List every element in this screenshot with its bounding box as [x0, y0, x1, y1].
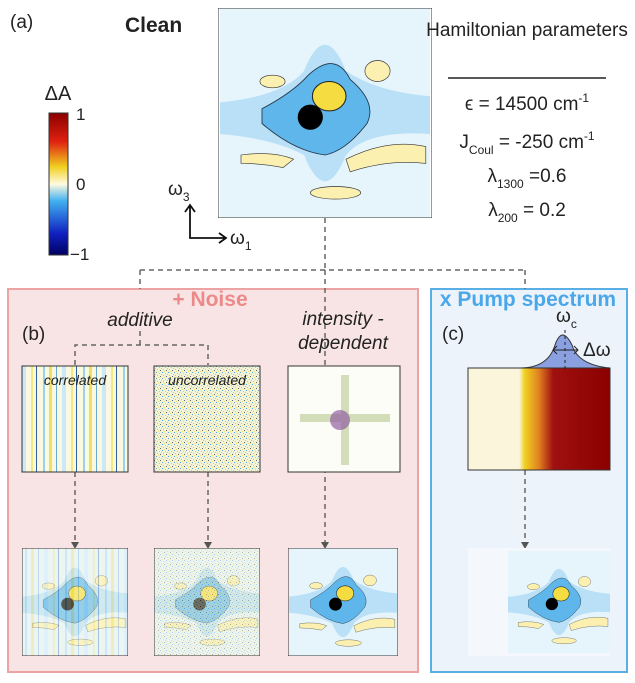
- text-part: 200: [498, 211, 518, 225]
- pump-image: [468, 368, 610, 470]
- panel-header: x Pump spectrum: [440, 288, 616, 311]
- text-part: intensity -: [302, 309, 383, 330]
- text-part: ω: [556, 306, 571, 327]
- params-header: Hamiltonian parameters: [426, 20, 628, 41]
- noisy-spectrum: [22, 548, 128, 656]
- text-part: dependent: [298, 333, 389, 354]
- title: Clean: [125, 14, 182, 37]
- colorbar-tick: 1: [76, 105, 85, 124]
- caption: additive: [107, 310, 173, 331]
- image-label: correlated: [44, 372, 107, 388]
- text-part: -1: [578, 91, 589, 105]
- text-part: 1: [245, 239, 252, 253]
- delta-omega: Δω: [583, 340, 611, 361]
- noisy-spectrum: [154, 548, 260, 656]
- colorbar: [49, 113, 68, 255]
- text-part: ω: [168, 179, 183, 200]
- text-part: ϵ = 14500 cm: [465, 94, 579, 115]
- figure: (a) Clean Hamiltonian parameters ϵ = 145…: [0, 0, 635, 678]
- filtered-spectrum: [468, 548, 610, 656]
- colorbar-tick: 0: [76, 175, 85, 194]
- param: JCoul = -250 cm-1: [459, 129, 594, 157]
- text-part: Coul: [469, 143, 494, 157]
- image-label: uncorrelated: [168, 372, 247, 388]
- text-part: λ: [488, 200, 498, 221]
- text-part: J: [459, 132, 469, 153]
- text-part: 3: [183, 190, 190, 204]
- param: λ200 = 0.2: [488, 200, 566, 225]
- axis-label: ω1: [230, 228, 252, 253]
- text-part: = 0.2: [518, 200, 566, 221]
- text-part: =0.6: [524, 166, 567, 187]
- noisy-spectrum: [288, 548, 398, 656]
- text-part: = -250 cm: [494, 132, 584, 153]
- panel-label: (a): [10, 12, 33, 33]
- param: ϵ = 14500 cm-1: [465, 91, 589, 115]
- axis-label: ω3: [168, 179, 190, 204]
- text-part: Hamiltonian parameters: [426, 20, 628, 41]
- text-part: 1300: [497, 177, 524, 191]
- colorbar-title: ΔA: [45, 83, 72, 105]
- panel-label: (b): [22, 324, 45, 345]
- clean-spectrum: [218, 8, 432, 218]
- text-part: ω: [230, 228, 245, 249]
- text-part: -1: [584, 129, 595, 143]
- axes-arrows: [185, 205, 226, 243]
- intensity-noise: [288, 366, 400, 472]
- text-part: λ: [488, 166, 498, 187]
- panel-header: + Noise: [172, 288, 247, 311]
- text-part: c: [571, 317, 577, 331]
- panel-label: (c): [442, 324, 464, 345]
- param: λ1300 =0.6: [488, 166, 567, 191]
- colorbar-tick: −1: [70, 245, 89, 264]
